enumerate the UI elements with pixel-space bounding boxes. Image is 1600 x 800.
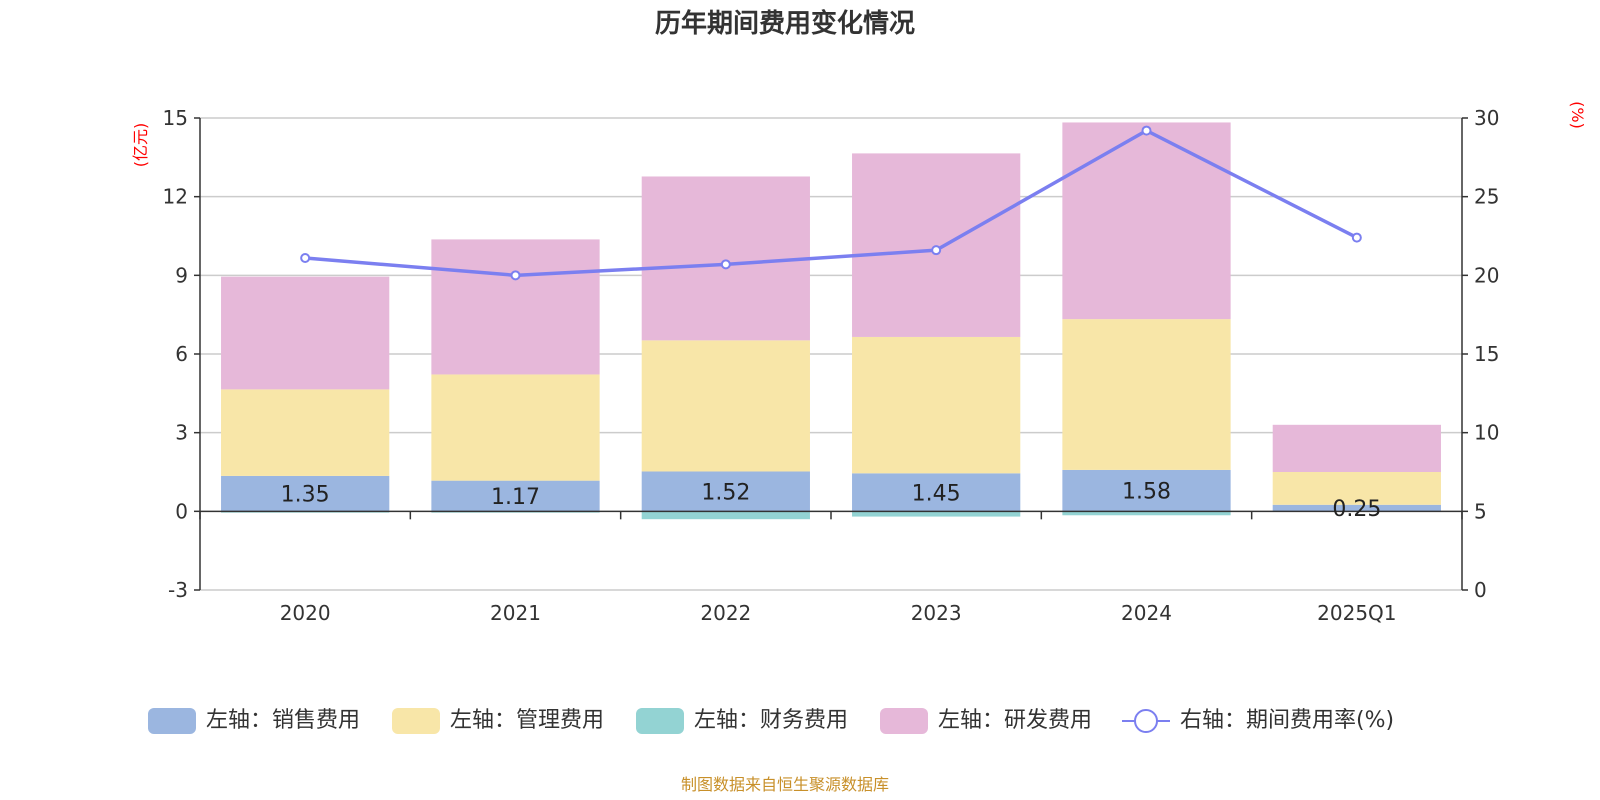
bar-value-label: 1.52 — [701, 480, 750, 505]
bar-segment-series0-2025Q1 — [1272, 504, 1441, 512]
rate-point — [510, 270, 521, 281]
bar-value-label: 0.25 — [1332, 497, 1381, 522]
bar-segment-series1-2023 — [852, 336, 1021, 474]
bar-segment-series3-2022 — [641, 176, 810, 341]
bar-segment-series2-2022 — [641, 511, 810, 520]
category-label: 2025Q1 — [1317, 601, 1396, 625]
right-axis-tick-label: 5 — [1474, 499, 1487, 523]
bar-segment-series0-2021 — [431, 480, 600, 512]
bar-segment-series3-2025Q1 — [1272, 424, 1441, 472]
legend-swatch — [636, 708, 684, 734]
rate-point — [1351, 232, 1362, 243]
legend-swatch — [148, 708, 196, 734]
bar-segment-series1-2025Q1 — [1272, 472, 1441, 505]
bar-value-label: 1.58 — [1122, 480, 1171, 505]
left-axis-tick-label: -3 — [168, 578, 188, 602]
bar-segment-series1-2022 — [641, 340, 810, 472]
left-axis-tick-label: 0 — [175, 499, 188, 523]
bar-segment-series2-2024 — [1062, 511, 1231, 516]
legend-label: 左轴：销售费用 — [206, 708, 360, 733]
category-label: 2024 — [1121, 601, 1172, 625]
legend-swatch — [880, 708, 928, 734]
source-note: 制图数据来自恒生聚源数据库 — [681, 775, 889, 794]
legend-circle-icon — [1134, 709, 1158, 733]
gridlines — [200, 117, 1462, 591]
right-axis-tick-label: 25 — [1474, 185, 1499, 209]
rate-point — [300, 253, 311, 264]
legend: 左轴：销售费用 左轴：管理费用 左轴：财务费用 左轴：研发费用 右轴：期间费用率(%) — [148, 708, 1394, 734]
right-axis-unit: (%) — [1568, 101, 1587, 129]
category-label: 2023 — [911, 601, 962, 625]
category-label: 2022 — [700, 601, 751, 625]
legend-label: 左轴：管理费用 — [450, 708, 604, 733]
category-label: 2021 — [490, 601, 541, 625]
bar-value-label: 1.17 — [491, 485, 540, 510]
rate-point — [931, 245, 942, 256]
right-axis-tick-label: 30 — [1474, 106, 1499, 130]
legend-label: 左轴：研发费用 — [938, 708, 1092, 733]
bar-segment-series0-2020 — [221, 475, 390, 512]
bar-segment-series1-2024 — [1062, 319, 1231, 470]
bar-segment-series3-2020 — [221, 276, 390, 390]
right-axis-tick-label: 15 — [1474, 342, 1499, 366]
right-axis-tick-label: 10 — [1474, 421, 1499, 445]
legend-swatch — [392, 708, 440, 734]
left-axis-unit: (亿元) — [131, 123, 150, 168]
bar-segment-series3-2021 — [431, 239, 600, 375]
rate-point — [720, 259, 731, 270]
bar-segment-series2-2023 — [852, 511, 1021, 517]
right-axis-tick-label: 0 — [1474, 578, 1487, 602]
bar-segment-series1-2021 — [431, 374, 600, 481]
left-axis-tick-label: 9 — [175, 263, 188, 287]
rate-point — [1141, 125, 1152, 136]
chart-title: 历年期间费用变化情况 — [655, 8, 915, 39]
left-axis-tick-label: 15 — [163, 106, 188, 130]
legend-label: 左轴：财务费用 — [694, 708, 848, 733]
left-axis-tick-label: 12 — [163, 185, 188, 209]
right-axis-tick-label: 20 — [1474, 263, 1499, 287]
bar-segment-series0-2023 — [852, 473, 1021, 512]
bar-segment-series0-2022 — [641, 471, 810, 512]
rate-line-group — [300, 125, 1362, 281]
rate-line — [305, 128, 1358, 278]
category-label: 2020 — [280, 601, 331, 625]
left-axis-tick-label: 3 — [175, 421, 188, 445]
bar-segment-series1-2020 — [221, 389, 390, 476]
left-axis-tick-label: 6 — [175, 342, 188, 366]
legend-label: 右轴：期间费用率(%) — [1180, 708, 1394, 733]
bar-labels: 1.35 1.17 1.52 1.45 1.58 0.25 — [281, 480, 1382, 522]
bar-value-label: 1.45 — [912, 481, 961, 506]
bar-value-label: 1.35 — [281, 483, 330, 508]
bar-segment-series0-2024 — [1062, 469, 1231, 512]
bar-segment-series3-2024 — [1062, 122, 1231, 320]
bar-group — [221, 122, 1441, 520]
